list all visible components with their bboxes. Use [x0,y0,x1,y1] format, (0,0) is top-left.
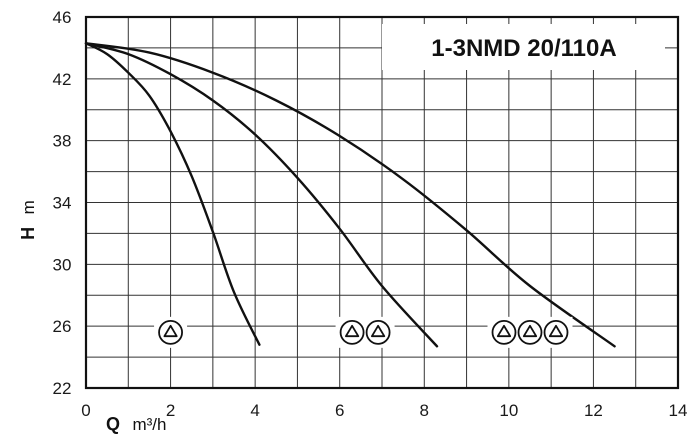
y-tick-labels: 22 26 30 34 38 42 46 [53,8,72,398]
x-tick-label: 12 [584,401,603,420]
curves [84,42,616,348]
x-tick-label: 2 [166,401,175,420]
pump-icon [517,319,543,345]
y-axis-unit: m [19,200,38,214]
y-axis-label: H m [18,200,38,240]
x-tick-label: 14 [669,401,688,420]
pump-symbols [154,316,573,348]
x-axis-unit: m³/h [132,415,166,434]
x-tick-label: 0 [81,401,90,420]
y-tick-label: 26 [53,317,72,336]
series-line-3 [84,42,616,348]
pump-icon [491,319,517,345]
pump-triangle-icon [370,324,386,338]
pump-triangle-icon [496,324,512,338]
series-line-2 [84,42,439,348]
pump-triangle-icon [344,324,360,338]
series-line-1 [84,42,261,346]
plot-frame [84,15,680,390]
y-tick-label: 46 [53,8,72,27]
plot-border [84,15,680,390]
svg-text:H m: H m [18,200,38,240]
x-tick-label: 10 [499,401,518,420]
y-tick-label: 38 [53,132,72,151]
pump-triangle-icon [163,324,178,338]
x-tick-labels: 0 2 4 6 8 10 12 14 [81,401,687,420]
x-tick-label: 8 [420,401,429,420]
pump-triangle-icon [548,324,564,338]
y-tick-label: 34 [53,194,72,213]
pump-icon [158,319,183,345]
pump-icon [543,319,569,345]
title-box [382,24,665,70]
y-tick-label: 30 [53,255,72,274]
y-tick-label: 42 [53,70,72,89]
pump-triangle-icon [522,324,538,338]
x-axis-symbol: Q [106,414,120,434]
x-tick-label: 6 [335,401,344,420]
y-axis-symbol: H [18,227,38,240]
chart-title: 1-3NMD 20/110A [431,35,616,62]
y-tick-label: 22 [53,379,72,398]
pump-icon [365,319,391,345]
x-axis-label: Q m³/h [106,414,166,434]
x-tick-label: 4 [250,401,259,420]
pump-icon [339,319,365,345]
